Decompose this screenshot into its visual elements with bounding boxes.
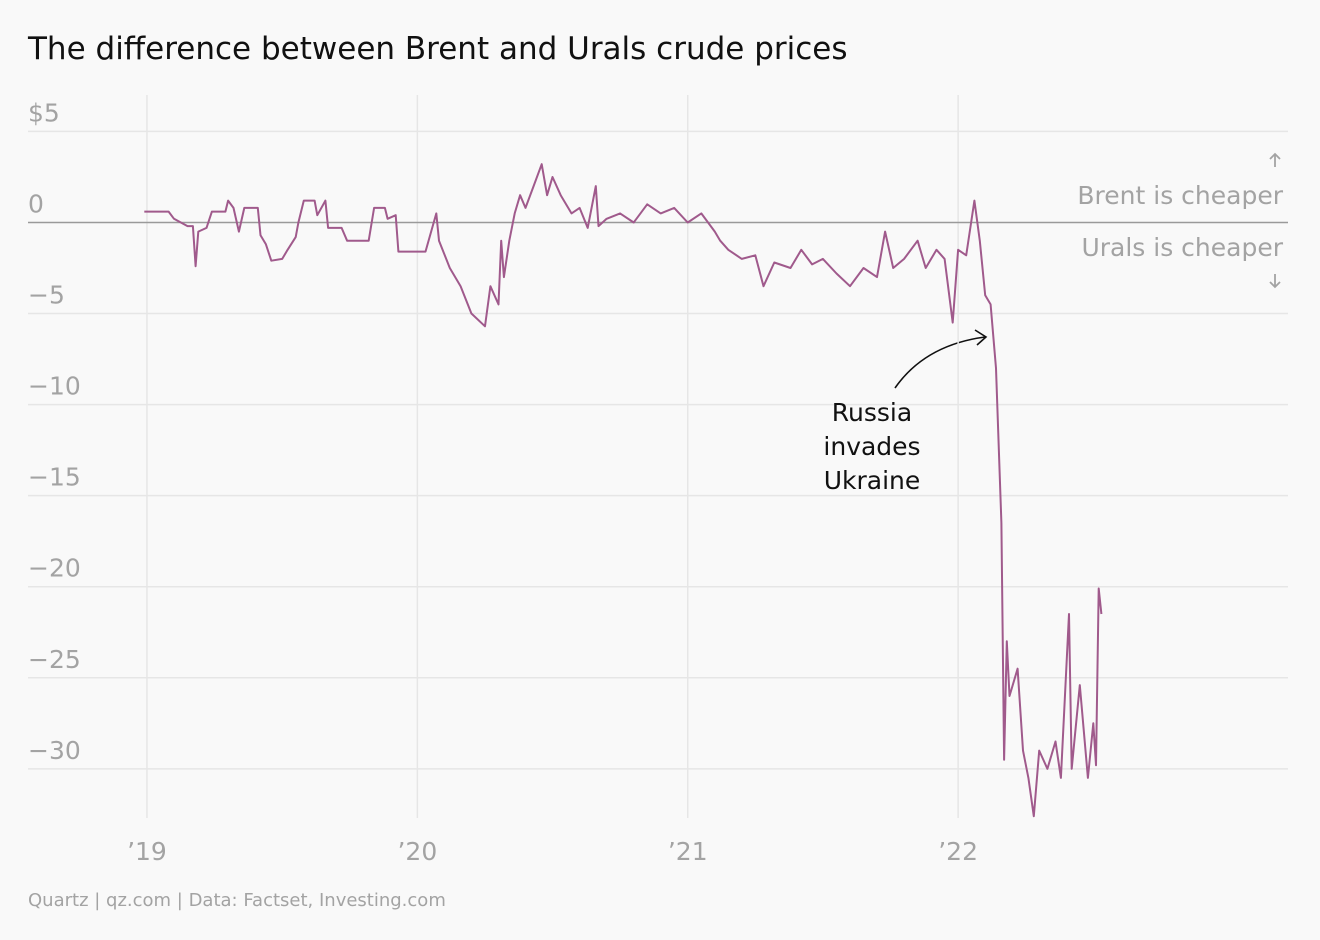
y-tick-label: −10 [28,372,81,401]
x-tick-label: ’20 [397,837,437,866]
annotation: Russia [832,398,912,427]
annotation: Brent is cheaper [1077,181,1283,210]
y-tick-label: −30 [28,736,81,765]
x-tick-label: ’21 [668,837,708,866]
x-tick-label: ’22 [938,837,978,866]
y-tick-label: −15 [28,463,81,492]
data-line [144,163,1103,818]
up-arrow [1269,152,1281,167]
y-tick-label: $5 [28,98,60,127]
x-tick-label: ’19 [127,837,167,866]
y-tick-label: −5 [28,281,65,310]
annotation: Ukraine [824,466,921,495]
chart-title: The difference between Brent and Urals c… [27,31,848,67]
annotation: invades [823,432,920,461]
annotation: Urals is cheaper [1081,233,1283,262]
annotation-arrow [894,329,988,389]
y-tick-label: −20 [28,554,81,583]
down-arrow [1269,274,1281,289]
source: Quartz | qz.com | Data: Factset, Investi… [28,890,446,911]
y-tick-label: 0 [28,189,44,218]
side-labels: Brent is cheaper Urals is cheaper [1077,152,1284,289]
y-tick-label: −25 [28,645,81,674]
